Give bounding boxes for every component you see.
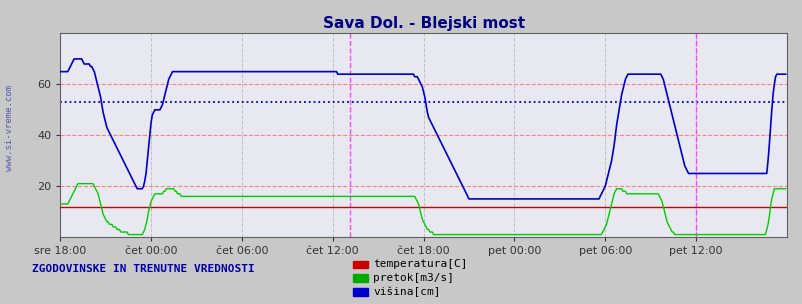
Title: Sava Dol. - Blejski most: Sava Dol. - Blejski most — [322, 16, 524, 31]
Text: ZGODOVINSKE IN TRENUTNE VREDNOSTI: ZGODOVINSKE IN TRENUTNE VREDNOSTI — [32, 264, 254, 274]
Text: www.si-vreme.com: www.si-vreme.com — [5, 85, 14, 171]
Text: pretok[m3/s]: pretok[m3/s] — [373, 273, 454, 283]
Text: temperatura[C]: temperatura[C] — [373, 260, 468, 269]
Text: višina[cm]: višina[cm] — [373, 287, 440, 297]
